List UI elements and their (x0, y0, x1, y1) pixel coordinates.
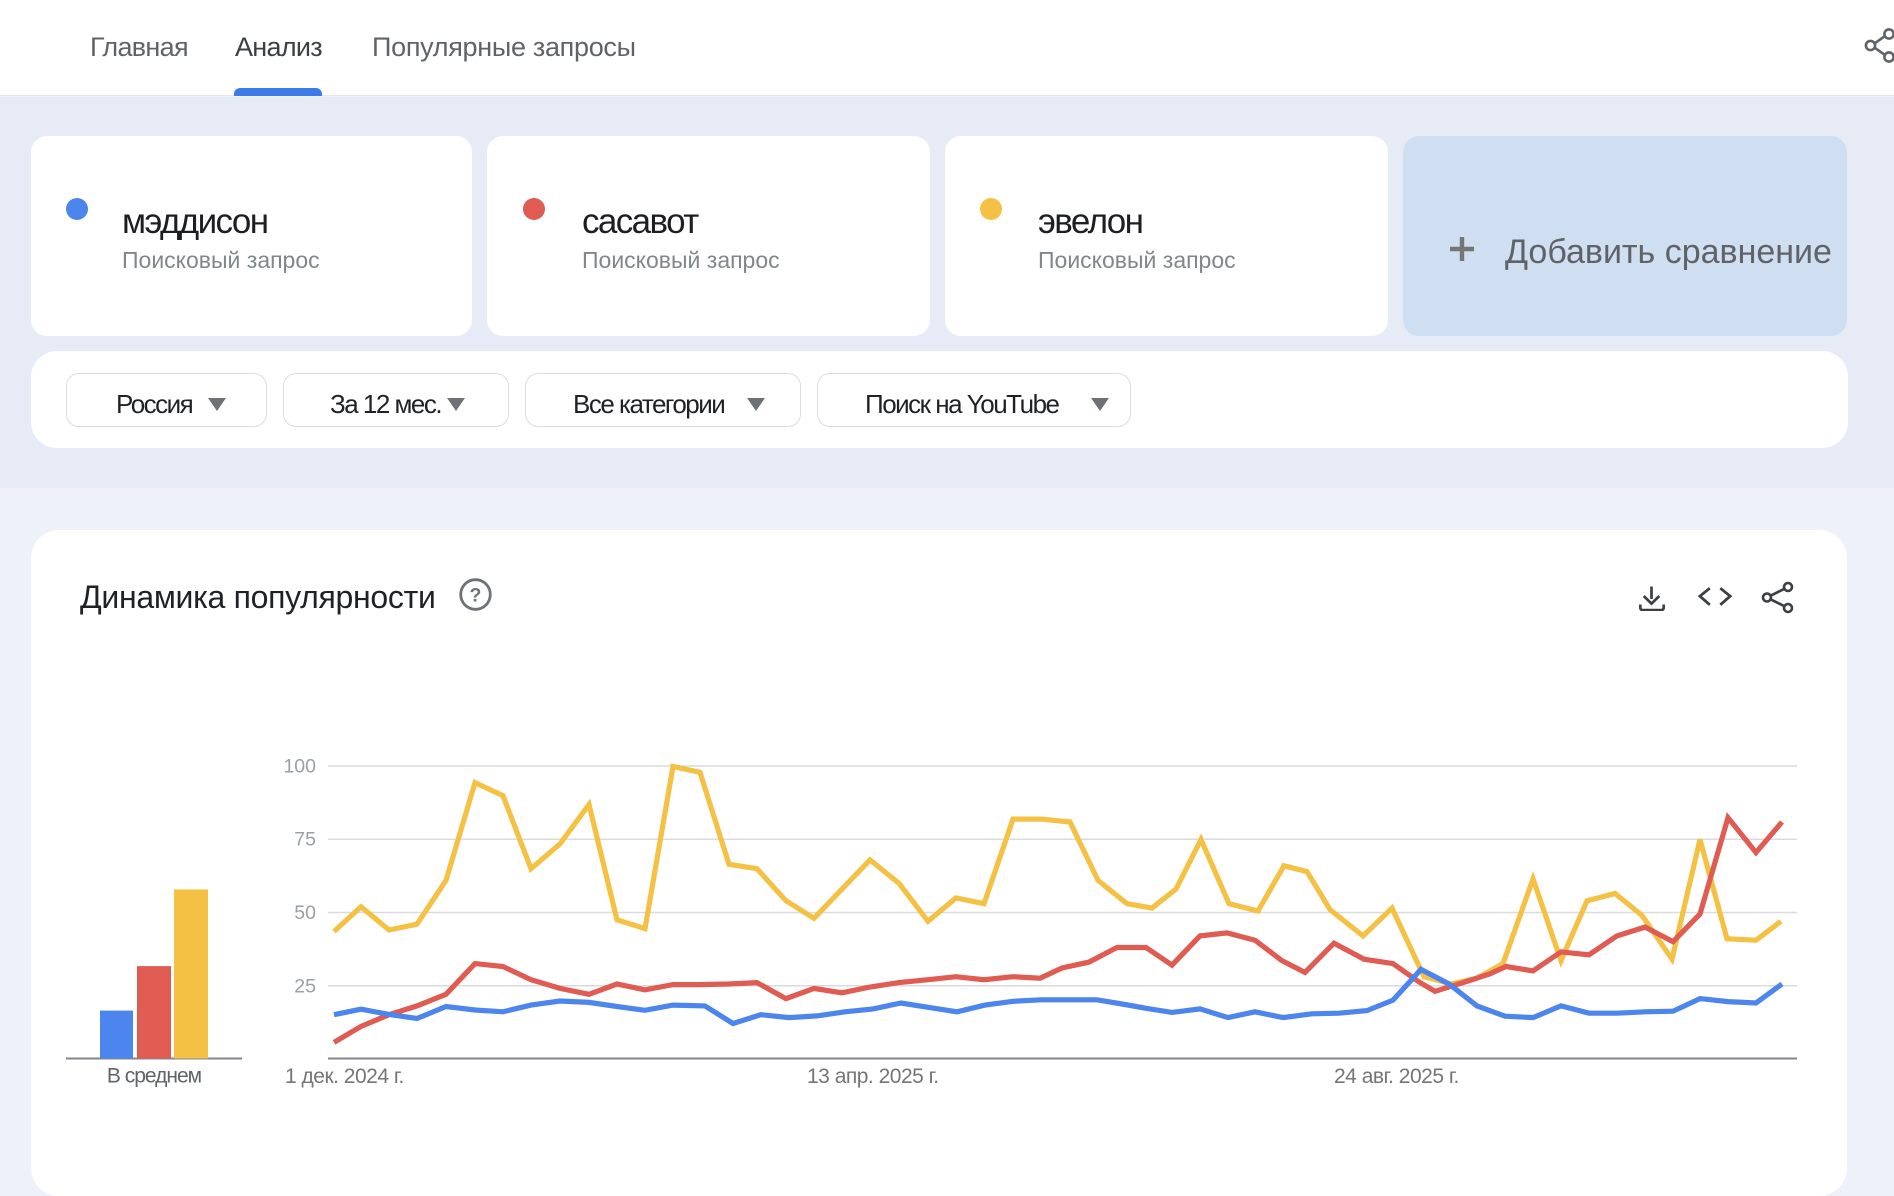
svg-text:25: 25 (294, 975, 316, 997)
svg-text:50: 50 (294, 902, 316, 924)
svg-text:1 дек. 2024 г.: 1 дек. 2024 г. (285, 1065, 404, 1088)
svg-text:?: ? (470, 585, 482, 607)
svg-text:В среднем: В среднем (107, 1065, 201, 1088)
svg-text:75: 75 (294, 829, 316, 851)
svg-text:24 авг. 2025 г.: 24 авг. 2025 г. (1334, 1065, 1459, 1088)
svg-text:13 апр. 2025 г.: 13 апр. 2025 г. (807, 1065, 939, 1088)
svg-text:100: 100 (283, 756, 316, 778)
